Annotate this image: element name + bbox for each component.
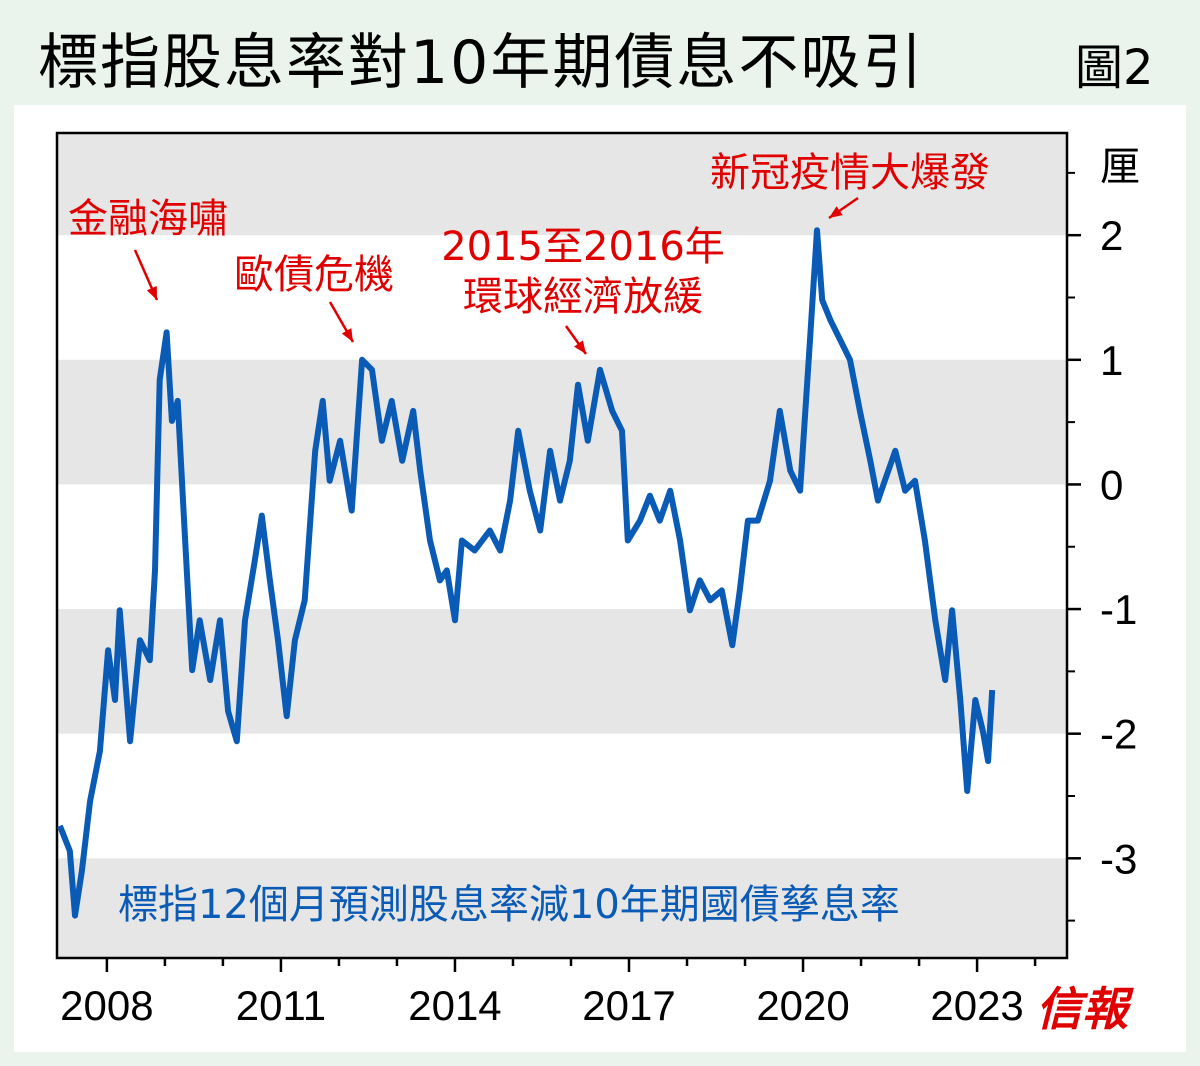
x-tick-label: 2014: [408, 982, 501, 1029]
chart-title: 標指股息率對10年期債息不吸引: [38, 28, 925, 98]
annotation-financial-crisis: 金融海嘯: [68, 196, 228, 242]
arrow-head: [341, 328, 353, 342]
y-tick-label: 1: [1100, 337, 1123, 384]
y-axis-unit: 厘: [1100, 144, 1140, 190]
y-tick-label: -1: [1100, 586, 1137, 633]
y-tick-label: 0: [1100, 461, 1123, 508]
arrow-head: [829, 206, 843, 218]
y-tick-label: 2: [1100, 212, 1123, 259]
plot-frame: [55, 131, 1069, 960]
y-tick-label: -3: [1100, 835, 1137, 882]
annotation-covid: 新冠疫情大爆發: [710, 150, 990, 196]
x-tick-label: 2008: [60, 982, 153, 1029]
x-tick-label: 2011: [236, 982, 326, 1029]
annotation-euro-debt-crisis: 歐債危機: [234, 252, 394, 298]
grid-band: [57, 359, 1067, 485]
grid-band: [57, 133, 1067, 236]
series-label: 標指12個月預測股息率減10年期國債孳息率: [118, 882, 900, 928]
grid-band: [57, 858, 1067, 958]
arrow-head: [574, 340, 586, 354]
figure-label: 圖2: [1075, 40, 1154, 96]
annotation-global-slowdown: 環球經濟放緩: [463, 274, 703, 320]
arrow-head: [146, 286, 157, 300]
series-line: [57, 227, 996, 919]
y-tick-label: -2: [1100, 711, 1137, 758]
x-tick-label: 2023: [930, 982, 1023, 1029]
x-tick-label: 2020: [756, 982, 849, 1029]
annotation-2015-2016: 2015至2016年: [441, 224, 725, 270]
x-tick-label: 2017: [582, 982, 675, 1029]
logo: 信報: [1036, 982, 1134, 1036]
